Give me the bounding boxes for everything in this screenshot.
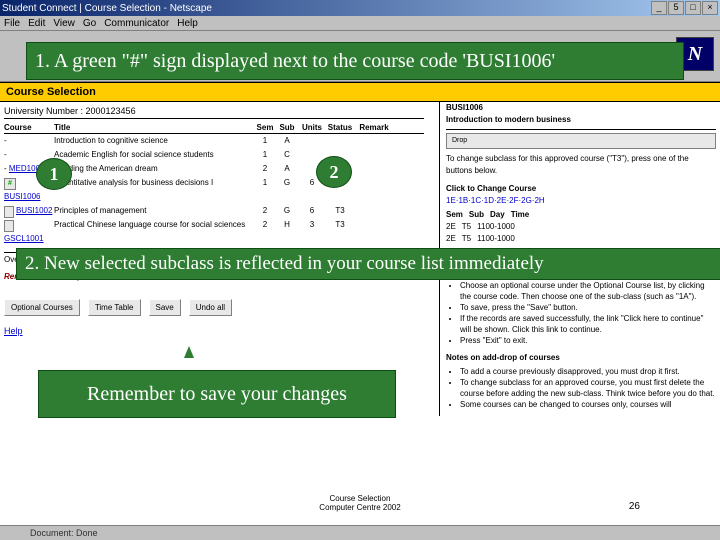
list-item: To add a course previously disapproved, …	[460, 366, 716, 377]
minimize-button[interactable]: _	[651, 1, 667, 15]
right-course-title: Introduction to modern business	[446, 114, 716, 126]
steps-list: Click the button "Optional Courses".Choo…	[460, 269, 716, 346]
button-row: Optional Courses Time Table Save Undo al…	[4, 299, 424, 316]
content-area: University Number : 2000123456 Course Ti…	[0, 102, 720, 532]
sc-sem: Sem	[446, 209, 463, 221]
maximize-button[interactable]: □	[685, 1, 701, 15]
course-row[interactable]: BUSI1002Principles of management2G6T3	[4, 204, 424, 218]
bubble-2: 2	[316, 156, 352, 188]
sc-time: Time	[511, 209, 530, 221]
list-item: Some courses can be changed to courses o…	[460, 399, 716, 410]
undo-button[interactable]: Undo all	[189, 299, 232, 316]
page-header: Course Selection	[0, 82, 720, 102]
menu-help[interactable]: Help	[177, 18, 198, 29]
course-row[interactable]: - Introduction to cognitive science1A	[4, 134, 424, 148]
right-course-code: BUSI1006	[446, 102, 716, 114]
window-controls: _ 5 □ ×	[651, 1, 718, 15]
close-button[interactable]: ×	[702, 1, 718, 15]
col-code: Course	[4, 123, 54, 132]
list-item: If the records are saved successfully, t…	[460, 313, 716, 335]
university-number: University Number : 2000123456	[4, 106, 424, 119]
footer-line2: Computer Centre 2002	[0, 503, 720, 512]
subclass-row: 2ET51100-1000	[446, 233, 716, 245]
menu-go[interactable]: Go	[83, 18, 96, 29]
course-row[interactable]: GSCL1001Practical Chinese language cours…	[4, 218, 424, 246]
menu-communicator[interactable]: Communicator	[104, 18, 169, 29]
col-units: Units	[298, 123, 326, 132]
window-title: Student Connect | Course Selection - Net…	[2, 3, 212, 14]
change-course-label: Click to Change Course	[446, 183, 716, 195]
left-panel: University Number : 2000123456 Course Ti…	[4, 102, 424, 336]
help-link[interactable]: Help	[4, 326, 424, 336]
col-remark: Remark	[354, 123, 394, 132]
notes-list: To add a course previously disapproved, …	[460, 366, 716, 410]
row-button[interactable]	[4, 220, 14, 232]
sc-sub: Sub	[469, 209, 484, 221]
row-button[interactable]	[4, 206, 14, 218]
subclass-row: 2ET51100-1000	[446, 221, 716, 233]
menu-file[interactable]: File	[4, 18, 20, 29]
notes-title: Notes on add-drop of courses	[446, 352, 716, 364]
list-item: To save, press the "Save" button.	[460, 302, 716, 313]
col-title: Title	[54, 123, 254, 132]
drop-note: To change subclass for this approved cou…	[446, 153, 716, 177]
sc-day: Day	[490, 209, 505, 221]
restore-button[interactable]: 5	[668, 1, 684, 15]
callout-mid: 2. New selected subclass is reflected in…	[16, 248, 720, 280]
callout-top: 1. A green "#" sign displayed next to th…	[26, 42, 684, 80]
course-rows: - Introduction to cognitive science1A- A…	[4, 134, 424, 246]
subclass-table: Sem Sub Day Time 2ET51100-10002ET51100-1…	[446, 209, 716, 245]
list-item: Choose an optional course under the Opti…	[460, 280, 716, 302]
menubar: File Edit View Go Communicator Help	[0, 16, 720, 31]
save-button[interactable]: Save	[149, 299, 181, 316]
save-arrow	[184, 346, 194, 358]
menu-edit[interactable]: Edit	[28, 18, 45, 29]
course-row[interactable]: - Academic English for social science st…	[4, 148, 424, 162]
bubble-1: 1	[36, 158, 72, 190]
callout-bottom: Remember to save your changes	[38, 370, 396, 418]
col-sub: Sub	[276, 123, 298, 132]
slide-number: 26	[629, 501, 640, 512]
list-item: To change subclass for an approved cours…	[460, 377, 716, 399]
footer-line1: Course Selection	[0, 494, 720, 503]
timetable-button[interactable]: Time Table	[88, 299, 141, 316]
course-table-header: Course Title Sem Sub Units Status Remark	[4, 123, 424, 134]
hash-mark: #	[4, 178, 16, 190]
status-text: Document: Done	[30, 528, 98, 538]
list-item: Press "Exit" to exit.	[460, 335, 716, 346]
col-sem: Sem	[254, 123, 276, 132]
drop-button[interactable]: Drop	[446, 133, 716, 149]
change-course-codes[interactable]: 1E·1B·1C·1D·2E·2F·2G·2H	[446, 195, 716, 207]
window-titlebar: Student Connect | Course Selection - Net…	[0, 0, 720, 16]
optional-courses-button[interactable]: Optional Courses	[4, 299, 80, 316]
col-status: Status	[326, 123, 354, 132]
footer: Course Selection Computer Centre 2002	[0, 494, 720, 512]
menu-view[interactable]: View	[53, 18, 75, 29]
statusbar: Document: Done	[0, 525, 720, 540]
